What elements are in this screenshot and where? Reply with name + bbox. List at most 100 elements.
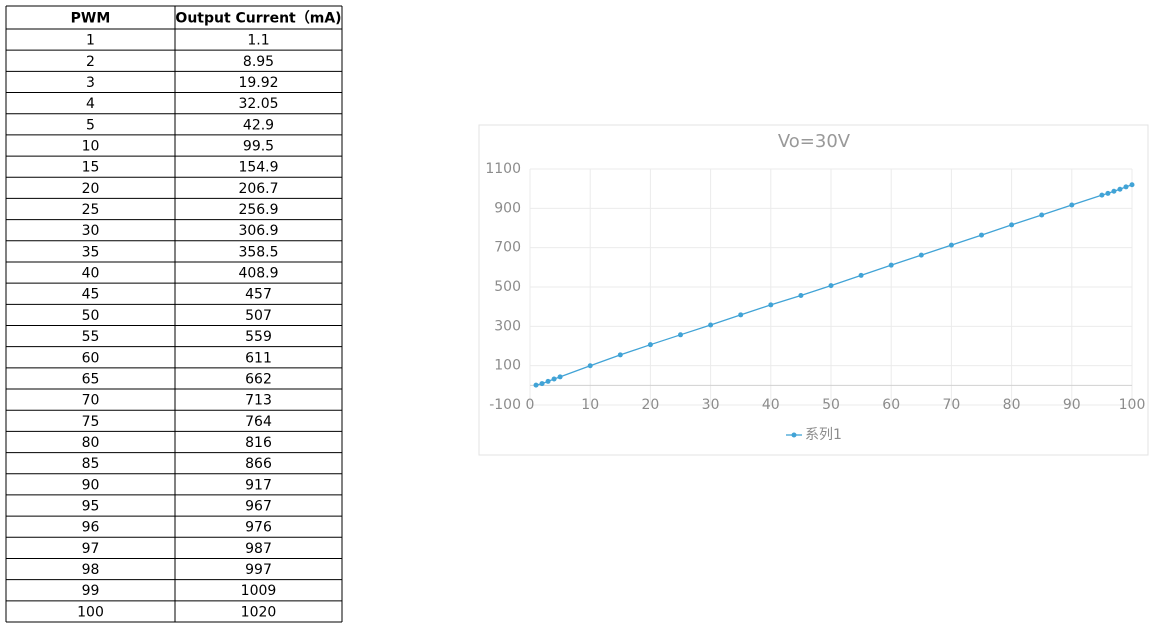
table-cell: 1009 [241,583,277,599]
x-tick-label: 40 [762,397,780,413]
table-cell: 987 [245,541,272,557]
series-line [535,184,1133,386]
table-cell: 42.9 [243,117,274,133]
x-tick-label: 100 [1119,397,1146,413]
point [918,252,924,258]
table-cell: 976 [245,520,272,536]
table-cell: 206.7 [238,181,278,197]
table-cell: 50 [82,308,100,324]
table-cell: 95 [82,499,100,515]
point [1069,202,1075,208]
table-cell: 75 [82,414,100,430]
table-cell: 40 [82,266,100,282]
point [1105,190,1111,196]
point [557,374,563,380]
legend-label: 系列1 [805,427,842,443]
point [1123,184,1129,190]
table-cell: 917 [245,477,272,493]
table-cell: 45 [82,287,100,303]
table-cell: 256.9 [238,202,278,218]
y-tick-label: 700 [494,240,521,256]
table-cell: 816 [245,435,272,451]
table-cell: 60 [82,350,100,366]
point [858,272,864,278]
table-cell: 1 [86,33,95,49]
point [1117,186,1123,192]
table-cell: 85 [82,456,100,472]
table-cell: 559 [245,329,272,345]
y-tick-label: 300 [494,318,521,334]
table-cell: 997 [245,562,272,578]
table-cell: 507 [245,308,272,324]
table-cell: 65 [82,371,100,387]
point [1129,182,1135,188]
point [1099,192,1105,198]
y-tick-label: 1100 [485,161,521,177]
table-cell: 154.9 [238,160,278,176]
table-cell: 611 [245,350,272,366]
x-tick-label: 0 [526,397,535,413]
table-cell: 866 [245,456,272,472]
x-tick-label: 50 [822,397,840,413]
x-tick-label: 60 [882,397,900,413]
y-tick-label: 100 [494,358,521,374]
table-cell: 20 [82,181,100,197]
table-cell: 19.92 [238,75,278,91]
table-cell: 1.1 [247,33,269,49]
point [948,242,954,248]
table-cell: 35 [82,244,100,260]
point [888,262,894,268]
point [798,292,804,298]
table-cell: 25 [82,202,100,218]
table-cell: 408.9 [238,266,278,282]
point [545,378,551,384]
point [1039,212,1045,218]
table-cell: 306.9 [238,223,278,239]
point [1009,222,1015,228]
point [551,376,557,382]
point [617,352,623,358]
x-tick-label: 30 [702,397,720,413]
table-cell: 457 [245,287,272,303]
table-cell: 32.05 [238,96,278,112]
table-header: Output Current（mA) [175,11,341,27]
point [979,232,984,238]
table-cell: 55 [82,329,100,345]
table-cell: 1020 [241,604,277,620]
table-cell: 30 [82,223,100,239]
point [828,283,834,289]
x-tick-label: 90 [1063,397,1081,413]
point [587,363,593,369]
table-cell: 70 [82,393,100,409]
point [738,312,744,318]
y-tick-label: 500 [494,279,521,295]
table-cell: 97 [82,541,100,557]
legend-swatch [791,432,797,438]
chart-title: Vo=30V [778,131,851,152]
point [539,381,545,387]
table-cell: 8.95 [243,54,274,70]
table-cell: 4 [86,96,95,112]
table-cell: 99.5 [243,138,274,154]
x-tick-label: 20 [641,397,659,413]
table-cell: 100 [77,604,104,620]
point [708,322,714,328]
point [533,382,539,388]
x-tick-label: 70 [942,397,960,413]
point [678,332,683,338]
table-cell: 662 [245,371,272,387]
y-tick-label: -100 [489,397,521,413]
y-tick-label: 900 [494,200,521,216]
table-cell: 98 [82,562,100,578]
x-tick-label: 10 [581,397,599,413]
table-cell: 764 [245,414,272,430]
table-cell: 358.5 [238,244,278,260]
table-cell: 80 [82,435,100,451]
table-cell: 15 [82,160,100,176]
table-cell: 3 [86,75,95,91]
table-cell: 2 [86,54,95,70]
table-header: PWM [71,11,111,27]
point [1111,188,1117,194]
table-cell: 5 [86,117,95,133]
